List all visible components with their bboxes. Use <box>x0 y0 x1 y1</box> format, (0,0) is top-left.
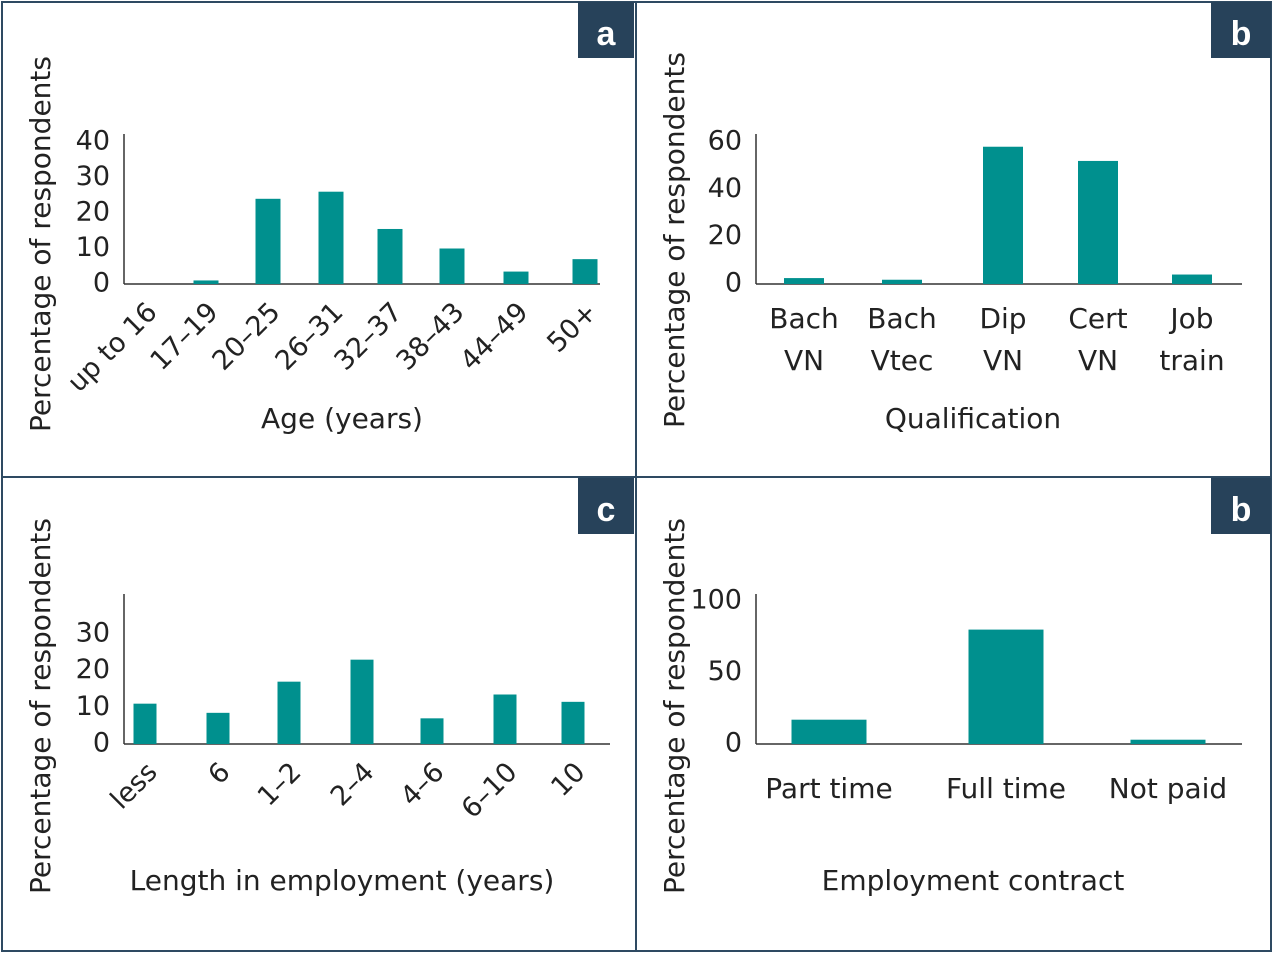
x-tick-label: Not paid <box>1109 772 1227 805</box>
bar <box>493 694 517 744</box>
x-tick-label: VN <box>983 344 1023 377</box>
bar <box>255 198 281 284</box>
y-tick-label: 20 <box>708 220 742 251</box>
panel-badge <box>578 2 634 58</box>
x-tick-label: Part time <box>765 772 892 805</box>
chart-panel-4: b 0 50 100 Part time Full time Not paid Employm… <box>635 476 1272 952</box>
x-tick-label: 6 <box>202 757 236 791</box>
y-tick-label: 10 <box>76 691 110 722</box>
panel-border <box>635 476 1272 952</box>
y-tick-label: 0 <box>725 728 742 759</box>
y-tick-label: 100 <box>690 585 742 616</box>
bar <box>882 279 922 284</box>
x-tick-label: Vtec <box>871 344 934 377</box>
y-axis-title: Percentage of respondents <box>24 518 57 894</box>
bar <box>133 703 157 744</box>
bar <box>193 280 219 284</box>
x-tick-label: 1–2 <box>252 757 308 813</box>
bar <box>572 259 598 284</box>
x-axis-title: Age (years) <box>261 402 423 435</box>
panel-badge <box>1211 478 1271 534</box>
bar <box>503 271 529 284</box>
panel-badge-label: b <box>1231 491 1252 529</box>
x-tick-label: 50+ <box>541 297 603 359</box>
bar <box>791 719 867 744</box>
x-tick-label: Bach <box>769 302 839 335</box>
y-axis-title: Percentage of respondents <box>658 52 691 428</box>
bar <box>1130 739 1206 744</box>
x-tick-label: 38–43 <box>390 297 470 377</box>
bar <box>968 629 1044 744</box>
x-tick-label: 4–6 <box>395 757 451 813</box>
y-tick-label: 60 <box>708 126 742 157</box>
bar <box>439 248 465 284</box>
y-tick-label: 50 <box>708 656 742 687</box>
x-axis-title: Employment contract <box>822 864 1125 897</box>
chart-panel-2: b 0 20 40 60 Bach VN Bach Vtec Dip VN Cert VN Job trai… <box>635 1 1272 478</box>
panel-badge-label: c <box>597 491 616 529</box>
x-tick-label: VN <box>1078 344 1118 377</box>
panel-badge-label: b <box>1231 15 1252 53</box>
panel-badge-label: a <box>597 15 617 53</box>
x-tick-label: 32–37 <box>328 297 408 377</box>
x-tick-label: up to 16 <box>62 297 164 399</box>
y-axis-title: Percentage of respondents <box>24 56 57 432</box>
panel-badge <box>1211 2 1271 58</box>
chart-panel-3: c 0 10 20 30 less 6 1–2 2–4 4–6 6–10 10 Length in em… <box>1 476 637 952</box>
y-tick-label: 10 <box>76 232 110 263</box>
bar <box>377 228 403 284</box>
bar <box>784 278 824 284</box>
x-axis-title: Length in employment (years) <box>130 864 555 897</box>
panel-badge <box>578 478 634 534</box>
bar <box>350 659 374 744</box>
bar <box>206 712 230 744</box>
y-tick-label: 20 <box>76 654 110 685</box>
y-axis-title: Percentage of respondents <box>658 518 691 894</box>
bar <box>983 146 1023 284</box>
x-tick-label: Cert <box>1068 302 1127 335</box>
bar <box>1172 274 1212 284</box>
x-tick-label: VN <box>784 344 824 377</box>
x-tick-label: 2–4 <box>325 757 381 813</box>
x-tick-label: 6–10 <box>456 757 524 825</box>
x-tick-label: 10 <box>545 757 591 803</box>
x-tick-label: Dip <box>979 302 1026 335</box>
bar <box>277 681 301 744</box>
y-tick-label: 40 <box>76 126 110 157</box>
x-tick-label: less <box>105 757 164 816</box>
y-tick-label: 30 <box>76 618 110 649</box>
bar <box>1078 160 1118 284</box>
x-tick-label: 20–25 <box>206 297 286 377</box>
x-axis-title: Qualification <box>885 402 1061 435</box>
x-tick-label: Full time <box>946 772 1066 805</box>
y-tick-label: 0 <box>725 268 742 299</box>
y-tick-label: 40 <box>708 173 742 204</box>
x-tick-label: Bach <box>867 302 937 335</box>
bar <box>420 718 444 744</box>
x-tick-label: Job <box>1168 302 1213 335</box>
y-tick-label: 30 <box>76 161 110 192</box>
y-tick-label: 0 <box>93 728 110 759</box>
bar <box>318 191 344 284</box>
bar <box>561 701 585 744</box>
x-tick-label: train <box>1159 344 1224 377</box>
x-tick-label: 44–49 <box>454 297 534 377</box>
y-tick-label: 0 <box>93 268 110 299</box>
y-tick-label: 20 <box>76 197 110 228</box>
x-tick-label: 17–19 <box>144 297 224 377</box>
